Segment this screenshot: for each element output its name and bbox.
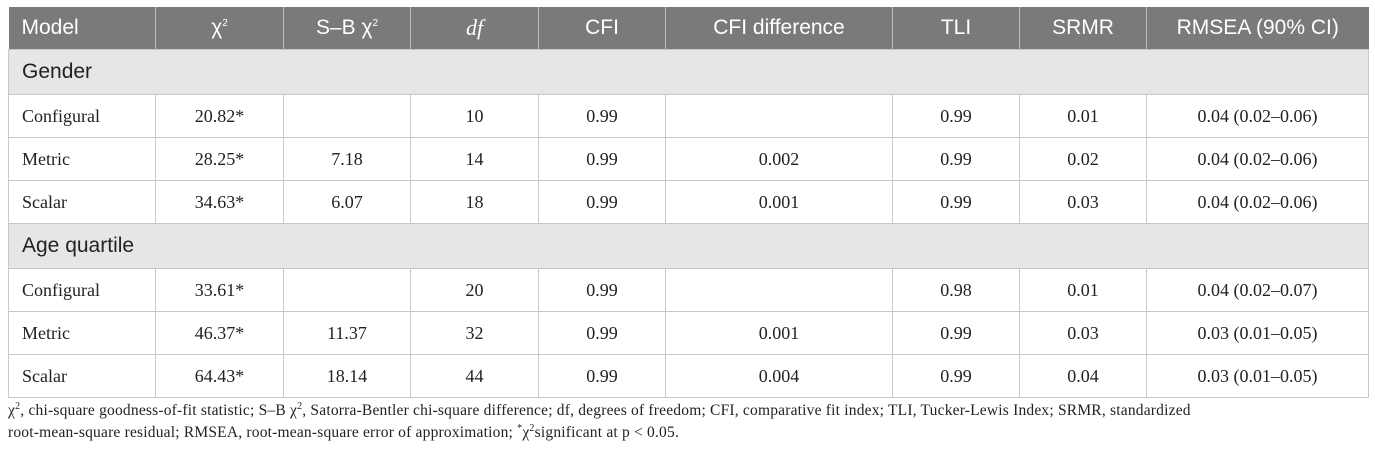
group-label: Gender [8, 49, 1369, 95]
table-row: Scalar 34.63* 6.07 18 0.99 0.001 0.99 0.03 0.04 … [8, 180, 1369, 224]
cell-sb: 6.07 [283, 180, 411, 224]
cell-tli: 0.99 [892, 311, 1020, 355]
col-header-model: Model [8, 7, 156, 50]
cell-tli: 0.99 [892, 137, 1020, 181]
header-row: Model χ2 S–B χ2 df CFI CFI difference TL… [8, 7, 1369, 50]
cell-cfi: 0.99 [538, 354, 666, 398]
cell-cfi-diff [665, 268, 893, 312]
cell-df: 18 [410, 180, 539, 224]
cell-chi2: 46.37* [155, 311, 284, 355]
table-row: Configural 20.82* 10 0.99 0.99 0.01 0.04 (0.02… [8, 94, 1369, 138]
cell-model: Metric [8, 137, 156, 181]
cell-rmsea: 0.03 (0.01–0.05) [1146, 354, 1369, 398]
cell-srmr: 0.02 [1019, 137, 1147, 181]
cell-chi2: 34.63* [155, 180, 284, 224]
cell-sb: 11.37 [283, 311, 411, 355]
cell-rmsea: 0.04 (0.02–0.06) [1146, 137, 1369, 181]
cell-cfi: 0.99 [538, 268, 666, 312]
col-header-rmsea: RMSEA (90% CI) [1146, 7, 1369, 50]
cell-tli: 0.99 [892, 180, 1020, 224]
col-header-cfi-difference: CFI difference [665, 7, 893, 50]
cell-chi2: 64.43* [155, 354, 284, 398]
cell-cfi-diff: 0.004 [665, 354, 893, 398]
cell-rmsea: 0.04 (0.02–0.06) [1146, 94, 1369, 138]
cell-df: 44 [410, 354, 539, 398]
cell-sb: 7.18 [283, 137, 411, 181]
table-row: Configural 33.61* 20 0.99 0.98 0.01 0.04 (0.02… [8, 268, 1369, 312]
group-label: Age quartile [8, 223, 1369, 269]
fit-indices-table-container: Model χ2 S–B χ2 df CFI CFI difference TL… [8, 7, 1369, 398]
group-row: Gender [8, 49, 1369, 95]
cell-cfi: 0.99 [538, 180, 666, 224]
cell-srmr: 0.01 [1019, 268, 1147, 312]
col-header-srmr: SRMR [1019, 7, 1147, 50]
cell-tli: 0.99 [892, 354, 1020, 398]
col-header-df: df [410, 7, 539, 50]
cell-df: 14 [410, 137, 539, 181]
cell-sb: 18.14 [283, 354, 411, 398]
cell-chi2: 20.82* [155, 94, 284, 138]
cell-srmr: 0.03 [1019, 180, 1147, 224]
table-body: Gender Configural 20.82* 10 0.99 0.99 0.01 0.04… [8, 49, 1369, 398]
cell-df: 32 [410, 311, 539, 355]
cell-tli: 0.99 [892, 94, 1020, 138]
cell-chi2: 33.61* [155, 268, 284, 312]
cell-model: Scalar [8, 180, 156, 224]
table-footnote: χ2, chi-square goodness-of-fit statistic… [8, 400, 1363, 444]
cell-cfi: 0.99 [538, 311, 666, 355]
cell-cfi: 0.99 [538, 137, 666, 181]
cell-cfi-diff: 0.001 [665, 311, 893, 355]
cell-model: Metric [8, 311, 156, 355]
col-header-chi2: χ2 [155, 7, 284, 50]
cell-chi2: 28.25* [155, 137, 284, 181]
cell-cfi-diff [665, 94, 893, 138]
cell-df: 10 [410, 94, 539, 138]
footnote-line-2: root-mean-square residual; RMSEA, root-m… [8, 422, 680, 441]
col-header-tli: TLI [892, 7, 1020, 50]
cell-rmsea: 0.03 (0.01–0.05) [1146, 311, 1369, 355]
cell-rmsea: 0.04 (0.02–0.06) [1146, 180, 1369, 224]
cell-sb [283, 268, 411, 312]
cell-rmsea: 0.04 (0.02–0.07) [1146, 268, 1369, 312]
cell-model: Configural [8, 268, 156, 312]
cell-cfi-diff: 0.002 [665, 137, 893, 181]
cell-srmr: 0.03 [1019, 311, 1147, 355]
cell-cfi: 0.99 [538, 94, 666, 138]
group-row: Age quartile [8, 223, 1369, 269]
col-header-sb-chi2: S–B χ2 [283, 7, 411, 50]
cell-srmr: 0.01 [1019, 94, 1147, 138]
cell-model: Configural [8, 94, 156, 138]
cell-tli: 0.98 [892, 268, 1020, 312]
cell-model: Scalar [8, 354, 156, 398]
footnote-line-1: χ2, chi-square goodness-of-fit statistic… [8, 400, 1191, 419]
fit-indices-table: Model χ2 S–B χ2 df CFI CFI difference TL… [8, 7, 1369, 398]
table-row: Scalar 64.43* 18.14 44 0.99 0.004 0.99 0.04 0.03… [8, 354, 1369, 398]
cell-cfi-diff: 0.001 [665, 180, 893, 224]
table-row: Metric 28.25* 7.18 14 0.99 0.002 0.99 0.02 0.04 … [8, 137, 1369, 181]
cell-srmr: 0.04 [1019, 354, 1147, 398]
col-header-cfi: CFI [538, 7, 666, 50]
cell-sb [283, 94, 411, 138]
table-row: Metric 46.37* 11.37 32 0.99 0.001 0.99 0.03 0.03… [8, 311, 1369, 355]
cell-df: 20 [410, 268, 539, 312]
